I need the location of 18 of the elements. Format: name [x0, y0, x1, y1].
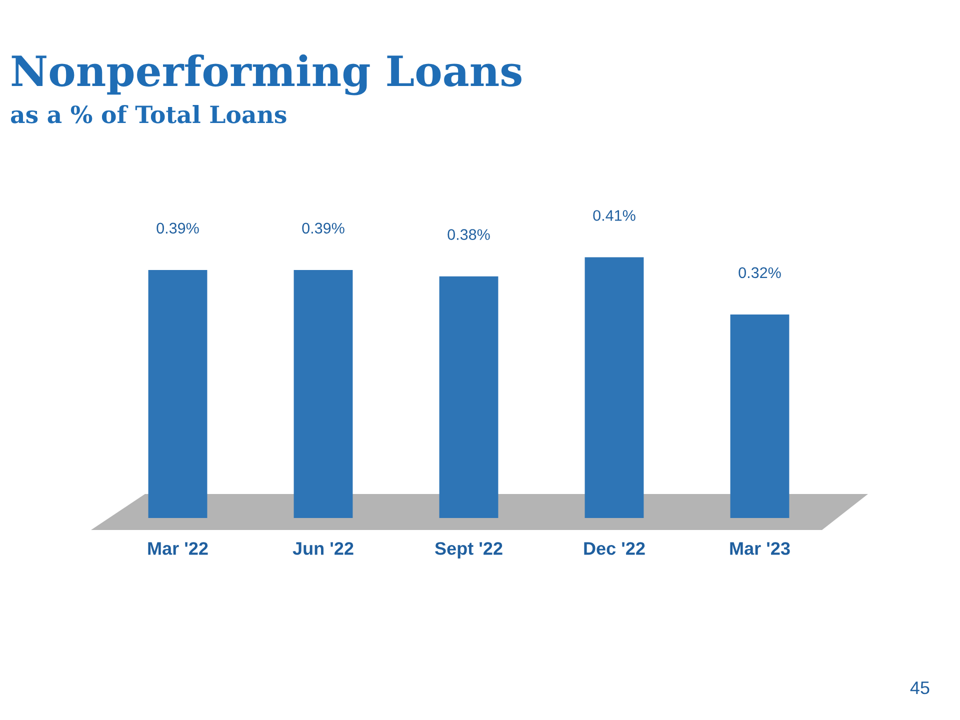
x-tick-label: Mar '23 — [730, 542, 790, 555]
text: 45 — [910, 682, 930, 694]
chart-title: Nonperforming Loans — [12, 54, 522, 96]
bar — [730, 314, 790, 518]
bar — [294, 270, 353, 518]
data-label: 0.39% — [156, 222, 199, 234]
chart-subtitle: as a % of Total Loans — [10, 105, 286, 124]
data-label: 0.38% — [448, 229, 490, 240]
data-label: 0.41% — [593, 210, 636, 221]
bar — [148, 270, 208, 518]
data-label: 0.39% — [302, 222, 344, 234]
bar — [439, 276, 498, 518]
x-tick-label: Dec '22 — [584, 542, 645, 555]
x-tick-label: Jun '22 — [292, 542, 354, 555]
data-label: 0.32% — [738, 267, 781, 278]
x-tick-label: Sept '22 — [435, 542, 502, 558]
x-tick-label: Mar '22 — [148, 542, 208, 555]
bar — [584, 257, 644, 518]
